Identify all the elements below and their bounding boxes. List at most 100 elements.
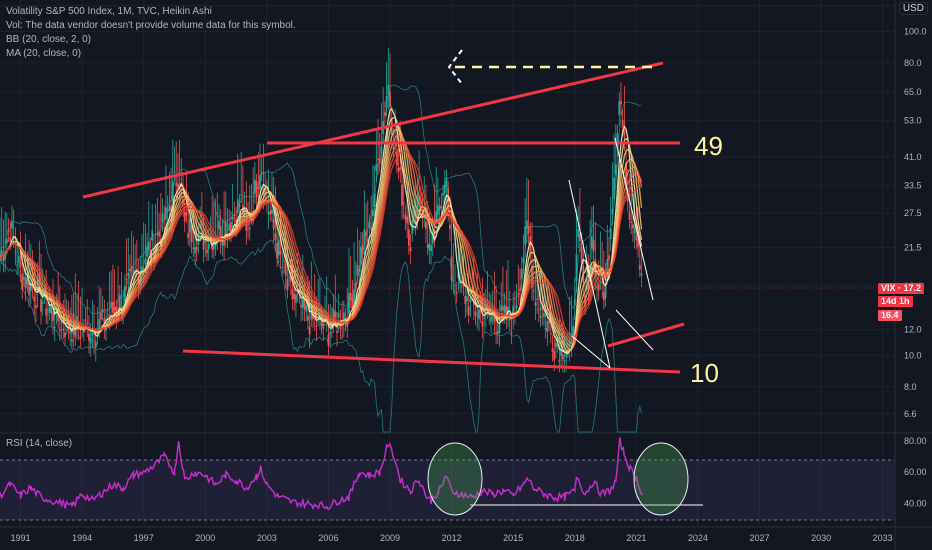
candle-body: [438, 207, 441, 211]
candle-body: [139, 270, 142, 284]
time-axis[interactable]: 1991 1994 1997 2000 2003 2006 2009 2012 2015 2018…: [11, 533, 893, 543]
lower-trendline[interactable]: [182, 349, 681, 374]
level-label-10: 10: [690, 358, 719, 388]
short-rising-line[interactable]: [607, 322, 685, 348]
arrow-head[interactable]: [447, 49, 463, 85]
candle-body: [288, 276, 290, 278]
candle-body: [240, 194, 243, 196]
candle-body: [228, 224, 231, 232]
price-tick-label: 33.5: [904, 180, 922, 190]
candle-body: [23, 276, 25, 280]
candle-body: [62, 328, 65, 331]
candle-body: [264, 186, 267, 195]
candle-body: [616, 133, 619, 147]
currency-button[interactable]: USD: [898, 2, 928, 15]
candle-body: [618, 101, 621, 115]
candle-body: [93, 340, 95, 342]
candle-body: [360, 247, 362, 265]
candle-body: [141, 266, 143, 272]
vix-price-tag: VIX · 17.2: [878, 283, 925, 294]
candle-body: [555, 342, 557, 348]
candle-body: [183, 212, 186, 222]
candle-body: [402, 202, 405, 205]
candle-body: [153, 248, 155, 260]
candle-body: [517, 293, 520, 295]
candle-body: [460, 280, 463, 282]
candle-body: [110, 302, 113, 308]
candle-body: [53, 327, 56, 329]
candle-body: [464, 296, 467, 304]
symbol-title[interactable]: Volatility S&P 500 Index, 1M, TVC, Heiki…: [6, 6, 212, 17]
candle-body: [276, 242, 279, 259]
candle-body: [29, 283, 32, 291]
candle-body: [16, 264, 19, 266]
candle-body: [41, 302, 44, 304]
rsi-axis[interactable]: 80.00 60.00 40.00: [904, 436, 927, 509]
price-tick-label: 6.6: [904, 409, 917, 419]
candle-body: [259, 175, 261, 189]
candle-body: [307, 315, 309, 321]
rsi-circle-2008[interactable]: [427, 442, 483, 516]
candle-body: [303, 296, 306, 310]
candle-body: [146, 246, 149, 257]
candle-body: [296, 293, 299, 295]
candle-body: [48, 307, 51, 313]
candle-body: [366, 239, 369, 242]
candle-body: [587, 279, 590, 292]
candle-body: [534, 302, 537, 306]
candle-body: [349, 292, 352, 300]
candle-body: [190, 225, 193, 243]
rsi-indicator-label[interactable]: RSI (14, close): [6, 438, 73, 449]
candle-body: [147, 242, 150, 251]
candle-body: [448, 224, 451, 229]
candle-body: [527, 225, 530, 234]
candle-body: [106, 317, 109, 319]
candle-body: [161, 213, 164, 223]
candle-body: [356, 264, 359, 276]
time-tick-label: 2021: [626, 533, 646, 543]
candle-body: [476, 315, 479, 317]
candle-body: [115, 306, 118, 316]
candle-body: [0, 258, 1, 261]
candle-body: [315, 325, 318, 327]
candle-body: [493, 311, 496, 323]
candle-body: [295, 294, 297, 303]
bb-indicator-label[interactable]: BB (20, close, 2, 0): [6, 34, 92, 45]
candle-body: [601, 281, 604, 284]
candle-body: [392, 147, 395, 150]
candle-body: [300, 304, 302, 308]
candle-body: [423, 211, 426, 214]
candle-body: [284, 263, 287, 276]
candle-body: [551, 348, 554, 353]
candle-body: [442, 192, 444, 196]
candle-body: [127, 273, 130, 277]
rsi-circle-2020[interactable]: [633, 442, 689, 516]
candle-body: [60, 322, 63, 324]
candle-body: [606, 258, 609, 273]
volume-note: Vol: The data vendor doesn't provide vol…: [6, 20, 296, 31]
candle-body: [69, 331, 72, 334]
price-tick-label: 80.0: [904, 58, 922, 68]
white-line-3[interactable]: [614, 137, 654, 301]
candle-body: [35, 305, 37, 308]
white-line-4[interactable]: [615, 309, 654, 351]
candle-body: [7, 230, 10, 232]
candle-body: [474, 311, 477, 316]
ma-indicator-label[interactable]: MA (20, close, 0): [6, 48, 82, 59]
price-tick-label: 41.0: [904, 152, 922, 162]
white-line-2[interactable]: [571, 335, 611, 369]
candle-body: [224, 222, 227, 235]
candle-body: [260, 172, 263, 174]
candle-body: [406, 216, 409, 224]
candle-body: [620, 100, 622, 105]
candle-body: [277, 239, 280, 256]
white-line-1[interactable]: [568, 179, 611, 369]
candle-body: [387, 84, 390, 95]
candle-body: [64, 332, 66, 338]
candle-body: [332, 308, 335, 325]
candle-body: [168, 206, 171, 211]
upper-trendline[interactable]: [82, 61, 664, 199]
time-tick-label: 2015: [503, 533, 523, 543]
bollinger-bands: [0, 84, 642, 433]
